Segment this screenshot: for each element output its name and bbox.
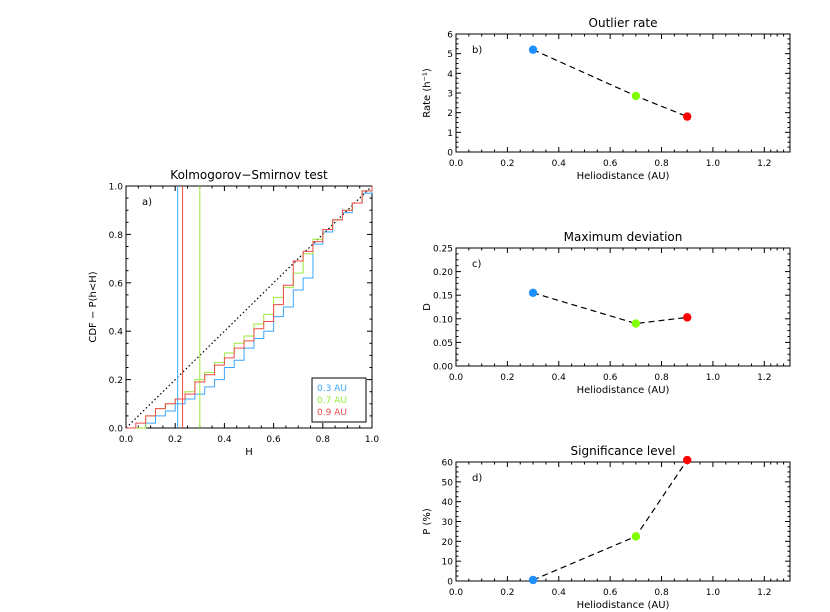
data-point bbox=[528, 45, 538, 54]
legend-entry: 0.9 AU bbox=[317, 408, 347, 418]
y-tick-label: 40 bbox=[442, 498, 454, 508]
panel-label: d) bbox=[472, 473, 482, 484]
connector-line bbox=[532, 49, 688, 118]
y-tick-label: 0.2 bbox=[109, 376, 123, 386]
x-tick-label: 0.0 bbox=[449, 373, 464, 383]
y-tick-label: 0.8 bbox=[109, 231, 124, 241]
y-tick-label: 0 bbox=[447, 149, 453, 159]
y-tick-label: 0.10 bbox=[433, 315, 453, 325]
chart-title: Kolmogorov−Smirnov test bbox=[170, 168, 328, 182]
connector-line bbox=[532, 292, 688, 325]
plot-frame bbox=[455, 461, 791, 582]
x-tick-label: 0.2 bbox=[500, 159, 514, 169]
panel-d: Significance level d) 0.0 0.2 0.4 0.6 0.8 1.0 1.… bbox=[422, 444, 791, 611]
y-tick-label: 60 bbox=[442, 459, 454, 469]
panel-a: Kolmogorov−Smirnov test a) 0.0 0.2 0.4 0.6 0.8… bbox=[88, 168, 379, 458]
y-tick-label: 20 bbox=[442, 538, 454, 548]
x-tick-label: 1.0 bbox=[706, 588, 721, 598]
x-axis-label: Heliodistance (AU) bbox=[577, 171, 670, 182]
y-tick-label: 0.25 bbox=[433, 245, 453, 255]
y-tick-label: 0.15 bbox=[433, 292, 453, 302]
plot-frame bbox=[455, 247, 791, 367]
x-tick-label: 1.2 bbox=[757, 373, 771, 383]
y-tick-label: 0.6 bbox=[109, 279, 124, 289]
x-axis-label: Heliodistance (AU) bbox=[577, 600, 670, 611]
x-tick-label: 0.8 bbox=[316, 435, 331, 445]
x-tick-label: 0.6 bbox=[603, 373, 618, 383]
x-tick-label: 0.0 bbox=[449, 159, 464, 169]
x-tick-label: 0.2 bbox=[500, 588, 514, 598]
y-tick-label: 1.0 bbox=[109, 183, 124, 193]
x-tick-label: 1.2 bbox=[757, 588, 771, 598]
data-point bbox=[683, 313, 692, 322]
x-tick-label: 0.4 bbox=[552, 588, 567, 598]
x-tick-label: 1.0 bbox=[706, 373, 721, 383]
y-tick-label: 4 bbox=[447, 70, 453, 80]
data-point bbox=[528, 575, 538, 585]
y-tick-label: 0 bbox=[447, 578, 453, 588]
x-axis-label: H bbox=[245, 447, 253, 458]
x-tick-label: 0.6 bbox=[603, 588, 618, 598]
y-tick-label: 10 bbox=[442, 558, 454, 568]
plot-frame bbox=[455, 33, 791, 153]
y-tick-label: 2 bbox=[447, 109, 453, 119]
panel-c: Maximum deviation c) 0.0 0.2 0.4 0.6 0.8 1.0 1.2… bbox=[422, 230, 791, 396]
legend-entry: 0.3 AU bbox=[317, 384, 347, 394]
data-point bbox=[631, 532, 641, 541]
panel-b: Outlier rate b) 0.0 0.2 0.4 0.6 0.8 1.0 1.2 0 1 2 3 4… bbox=[422, 16, 791, 182]
x-tick-label: 0.4 bbox=[552, 373, 567, 383]
connector-line bbox=[532, 459, 688, 581]
x-tick-label: 0.8 bbox=[654, 588, 669, 598]
y-tick-label: 0.00 bbox=[433, 363, 453, 373]
cdf-series-2 bbox=[126, 186, 373, 429]
data-point bbox=[528, 288, 538, 298]
y-tick-label: 3 bbox=[447, 90, 453, 100]
y-axis-label: D bbox=[422, 303, 433, 311]
x-tick-label: 0.8 bbox=[654, 159, 669, 169]
y-axis-label: P (%) bbox=[422, 508, 433, 535]
y-tick-label: 6 bbox=[447, 31, 453, 41]
y-axis-label: CDF − P(h<H) bbox=[88, 271, 99, 342]
x-tick-label: 0.6 bbox=[266, 435, 281, 445]
panel-label: c) bbox=[472, 259, 481, 270]
chart-title: Outlier rate bbox=[589, 16, 658, 30]
legend-box bbox=[311, 377, 367, 423]
chart-title: Significance level bbox=[571, 444, 676, 458]
y-tick-label: 30 bbox=[442, 518, 454, 528]
data-point bbox=[631, 319, 641, 328]
panel-label: b) bbox=[472, 45, 482, 56]
x-tick-label: 1.0 bbox=[365, 435, 380, 445]
y-tick-label: 0.20 bbox=[433, 268, 453, 278]
legend-entry: 0.7 AU bbox=[317, 396, 347, 406]
x-tick-label: 1.0 bbox=[706, 159, 721, 169]
y-tick-label: 5 bbox=[447, 50, 453, 60]
x-tick-label: 1.2 bbox=[757, 159, 771, 169]
x-tick-label: 0.4 bbox=[552, 159, 567, 169]
reference-line bbox=[125, 185, 373, 429]
x-axis-label: Heliodistance (AU) bbox=[577, 385, 670, 396]
chart-title: Maximum deviation bbox=[564, 230, 683, 244]
y-tick-label: 0.4 bbox=[109, 328, 124, 338]
x-tick-label: 0.8 bbox=[654, 373, 669, 383]
x-tick-label: 0.4 bbox=[217, 435, 232, 445]
panel-label: a) bbox=[142, 197, 152, 208]
x-tick-label: 0.2 bbox=[500, 373, 514, 383]
x-tick-label: 0.6 bbox=[603, 159, 618, 169]
y-tick-label: 50 bbox=[442, 478, 454, 488]
data-point bbox=[683, 112, 692, 121]
x-tick-label: 0.2 bbox=[168, 435, 182, 445]
x-tick-label: 0.0 bbox=[119, 435, 134, 445]
y-tick-label: 1 bbox=[447, 129, 453, 139]
y-tick-label: 0.05 bbox=[433, 339, 453, 349]
data-point bbox=[683, 455, 692, 465]
y-tick-label: 0.0 bbox=[109, 425, 124, 435]
x-tick-label: 0.0 bbox=[449, 588, 464, 598]
y-axis-label: Rate (h⁻¹) bbox=[422, 68, 433, 118]
data-point bbox=[631, 91, 641, 101]
